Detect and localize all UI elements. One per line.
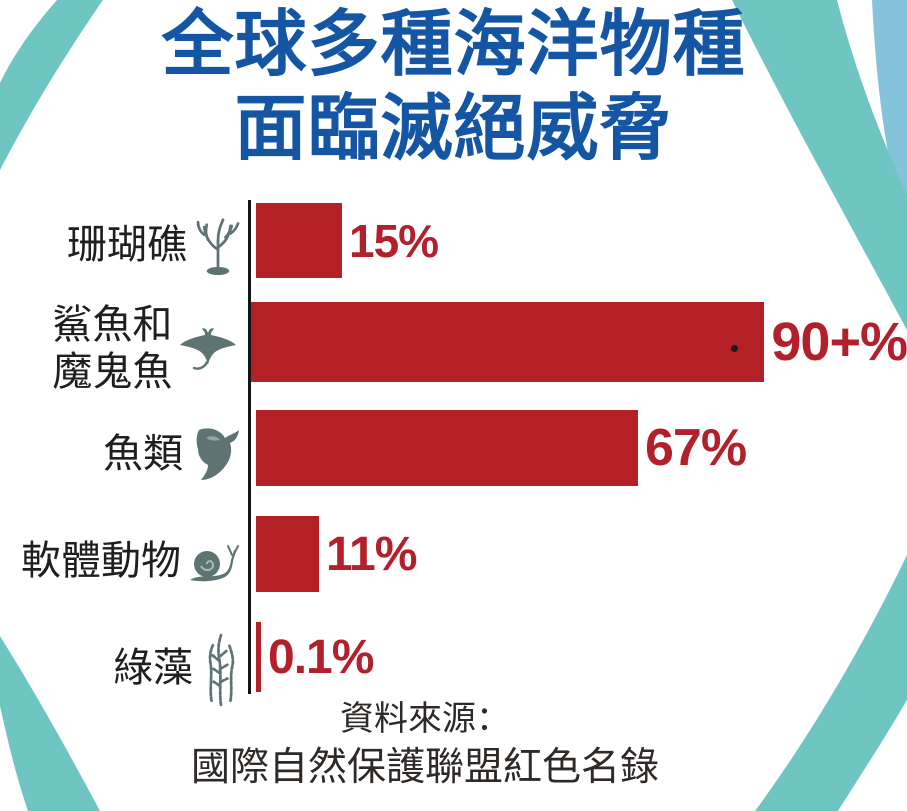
bar bbox=[256, 410, 638, 486]
bar-zone: 90+% bbox=[243, 296, 907, 402]
fish-icon bbox=[189, 426, 243, 484]
bar-value-label: 90+% bbox=[771, 312, 907, 372]
arc-bottom-left bbox=[0, 636, 100, 811]
bar-zone: 11% bbox=[248, 507, 907, 617]
bar bbox=[256, 622, 261, 692]
category-label: 鯊魚和 魔鬼魚 bbox=[52, 302, 173, 394]
page-title: 全球多種海洋物種 面臨滅絕威脅 bbox=[0, 4, 907, 171]
category-label: 珊瑚礁 bbox=[67, 223, 187, 268]
chart-row: 軟體動物 11% bbox=[0, 507, 907, 617]
bar bbox=[251, 302, 765, 382]
bar-zone: 0.1% bbox=[248, 617, 907, 721]
source-note: 資料來源： 國際自然保護聯盟紅色名錄 bbox=[140, 697, 710, 794]
bar-zone: 15% bbox=[248, 196, 907, 296]
category-cell: 軟體動物 bbox=[0, 507, 248, 617]
chart-row: 綠藻 0.1% bbox=[0, 617, 907, 721]
manta-ray-icon bbox=[178, 325, 238, 373]
bar-value-label: 15% bbox=[349, 214, 439, 267]
snail-icon bbox=[187, 540, 243, 584]
arc-bottom-right bbox=[755, 555, 907, 811]
bar-value-label: 11% bbox=[326, 527, 417, 581]
category-label: 魚類 bbox=[103, 431, 183, 476]
title-line-1: 全球多種海洋物種 bbox=[161, 5, 746, 85]
bar bbox=[256, 203, 342, 278]
category-cell: 鯊魚和 魔鬼魚 bbox=[0, 296, 243, 402]
title-line-2: 面臨滅絕威脅 bbox=[234, 88, 673, 169]
arc-top-left bbox=[0, 0, 103, 170]
source-name: 國際自然保護聯盟紅色名錄 bbox=[190, 745, 659, 789]
seaweed-icon bbox=[199, 631, 243, 707]
category-cell: 綠藻 bbox=[0, 617, 248, 721]
bar-chart: 珊瑚礁 15% 鯊魚和 魔鬼魚 90+% 魚類 bbox=[0, 196, 907, 721]
category-label: 軟體動物 bbox=[21, 539, 181, 584]
bar bbox=[256, 516, 319, 592]
arc-top-right bbox=[732, 0, 907, 330]
coral-icon bbox=[193, 216, 243, 276]
category-cell: 珊瑚礁 bbox=[0, 196, 248, 296]
category-cell: 魚類 bbox=[0, 402, 248, 507]
chart-axis-line bbox=[248, 200, 251, 694]
bar-value-label: 0.1% bbox=[268, 630, 374, 684]
chart-row: 魚類 67% bbox=[0, 402, 907, 507]
ink-dot-artifact bbox=[731, 345, 738, 352]
chart-row: 珊瑚礁 15% bbox=[0, 196, 907, 296]
category-label: 綠藻 bbox=[113, 646, 193, 691]
bar-value-label: 67% bbox=[645, 419, 747, 477]
chart-row: 鯊魚和 魔鬼魚 90+% bbox=[0, 296, 907, 402]
bar-zone: 67% bbox=[248, 402, 907, 507]
source-label: 資料來源： bbox=[340, 701, 510, 738]
